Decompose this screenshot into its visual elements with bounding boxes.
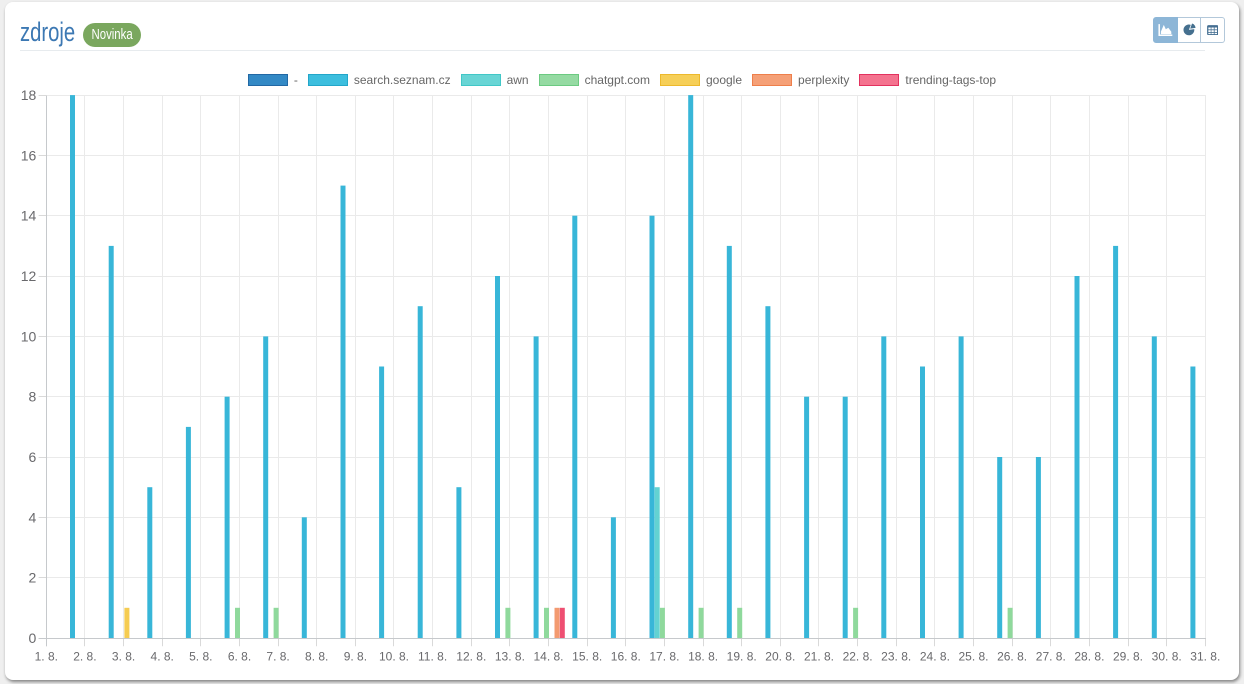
svg-text:14. 8.: 14. 8. [533, 649, 563, 663]
svg-text:8: 8 [29, 389, 37, 405]
svg-text:9. 8.: 9. 8. [344, 649, 367, 663]
svg-text:27. 8.: 27. 8. [1036, 649, 1066, 663]
svg-text:23. 8.: 23. 8. [881, 649, 911, 663]
svg-text:21. 8.: 21. 8. [804, 649, 834, 663]
svg-text:5. 8.: 5. 8. [189, 649, 212, 663]
svg-text:6. 8.: 6. 8. [228, 649, 251, 663]
svg-text:4. 8.: 4. 8. [151, 649, 174, 663]
svg-text:25. 8.: 25. 8. [958, 649, 988, 663]
svg-text:19. 8.: 19. 8. [727, 649, 757, 663]
svg-text:24. 8.: 24. 8. [920, 649, 950, 663]
svg-text:3. 8.: 3. 8. [112, 649, 135, 663]
svg-text:16: 16 [21, 147, 37, 163]
svg-text:18. 8.: 18. 8. [688, 649, 718, 663]
svg-text:10. 8.: 10. 8. [379, 649, 409, 663]
svg-text:15. 8.: 15. 8. [572, 649, 602, 663]
svg-text:0: 0 [29, 630, 37, 646]
svg-text:26. 8.: 26. 8. [997, 649, 1027, 663]
svg-text:8. 8.: 8. 8. [305, 649, 328, 663]
svg-text:2. 8.: 2. 8. [73, 649, 96, 663]
svg-text:10: 10 [21, 328, 37, 344]
svg-text:30. 8.: 30. 8. [1152, 649, 1182, 663]
svg-text:29. 8.: 29. 8. [1113, 649, 1143, 663]
svg-text:11. 8.: 11. 8. [418, 649, 447, 663]
svg-text:18: 18 [21, 87, 37, 103]
svg-text:7. 8.: 7. 8. [266, 649, 289, 663]
svg-text:12. 8.: 12. 8. [456, 649, 486, 663]
svg-text:28. 8.: 28. 8. [1074, 649, 1104, 663]
svg-text:17. 8.: 17. 8. [649, 649, 679, 663]
svg-text:12: 12 [21, 268, 37, 284]
svg-text:4: 4 [29, 509, 37, 525]
svg-text:14: 14 [21, 208, 37, 224]
svg-text:6: 6 [29, 449, 37, 465]
svg-text:2: 2 [29, 570, 37, 586]
svg-text:1. 8.: 1. 8. [35, 649, 58, 663]
svg-text:22. 8.: 22. 8. [843, 649, 873, 663]
svg-text:31. 8.: 31. 8. [1190, 649, 1220, 663]
svg-text:16. 8.: 16. 8. [611, 649, 641, 663]
svg-text:20. 8.: 20. 8. [765, 649, 795, 663]
svg-text:13. 8.: 13. 8. [495, 649, 525, 663]
